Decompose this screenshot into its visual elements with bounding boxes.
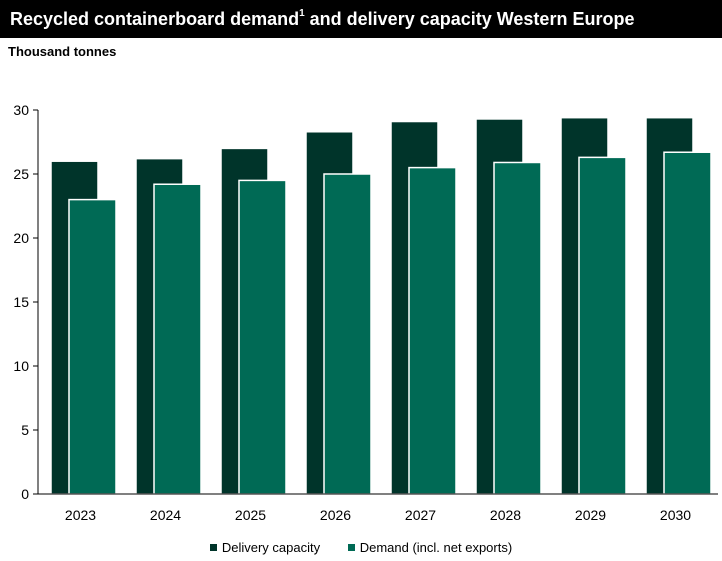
x-tick-label: 2030 bbox=[660, 507, 691, 523]
bar-demand bbox=[663, 151, 712, 495]
legend-label-demand: Demand (incl. net exports) bbox=[359, 540, 513, 555]
bar-demand bbox=[323, 173, 372, 495]
y-tick-label: 10 bbox=[13, 358, 29, 374]
y-tick-label: 20 bbox=[13, 230, 29, 246]
chart-title-rest: and delivery capacity Western Europe bbox=[304, 9, 635, 29]
bar-demand bbox=[153, 183, 202, 495]
y-axis-unit-label: Thousand tonnes bbox=[8, 44, 117, 59]
y-tick-label: 15 bbox=[13, 294, 29, 310]
x-tick-label: 2023 bbox=[65, 507, 96, 523]
bar-demand bbox=[238, 179, 287, 495]
legend-item-demand: Demand (incl. net exports) bbox=[347, 540, 513, 555]
chart-legend: Delivery capacity Demand (incl. net expo… bbox=[0, 540, 722, 555]
legend-swatch-demand bbox=[347, 544, 355, 552]
legend-label-delivery-capacity: Delivery capacity bbox=[221, 540, 321, 555]
y-tick-label: 5 bbox=[21, 422, 29, 438]
x-tick-label: 2025 bbox=[235, 507, 266, 523]
bar-demand bbox=[68, 198, 117, 495]
bar-demand bbox=[408, 166, 457, 495]
chart-title-main: Recycled containerboard demand bbox=[10, 9, 300, 29]
y-tick-label: 30 bbox=[13, 102, 29, 118]
x-tick-label: 2027 bbox=[405, 507, 436, 523]
x-tick-label: 2024 bbox=[150, 507, 181, 523]
legend-item-delivery-capacity: Delivery capacity bbox=[209, 540, 321, 555]
y-tick-label: 0 bbox=[21, 486, 29, 502]
bar-demand bbox=[578, 156, 627, 495]
chart-title: Recycled containerboard demand1 and deli… bbox=[0, 0, 722, 38]
x-tick-label: 2026 bbox=[320, 507, 351, 523]
y-tick-label: 25 bbox=[13, 166, 29, 182]
bar-demand bbox=[493, 161, 542, 495]
x-tick-label: 2028 bbox=[490, 507, 521, 523]
x-tick-label: 2029 bbox=[575, 507, 606, 523]
chart-title-footnote-marker: 1 bbox=[299, 8, 305, 19]
legend-swatch-delivery-capacity bbox=[209, 544, 217, 552]
